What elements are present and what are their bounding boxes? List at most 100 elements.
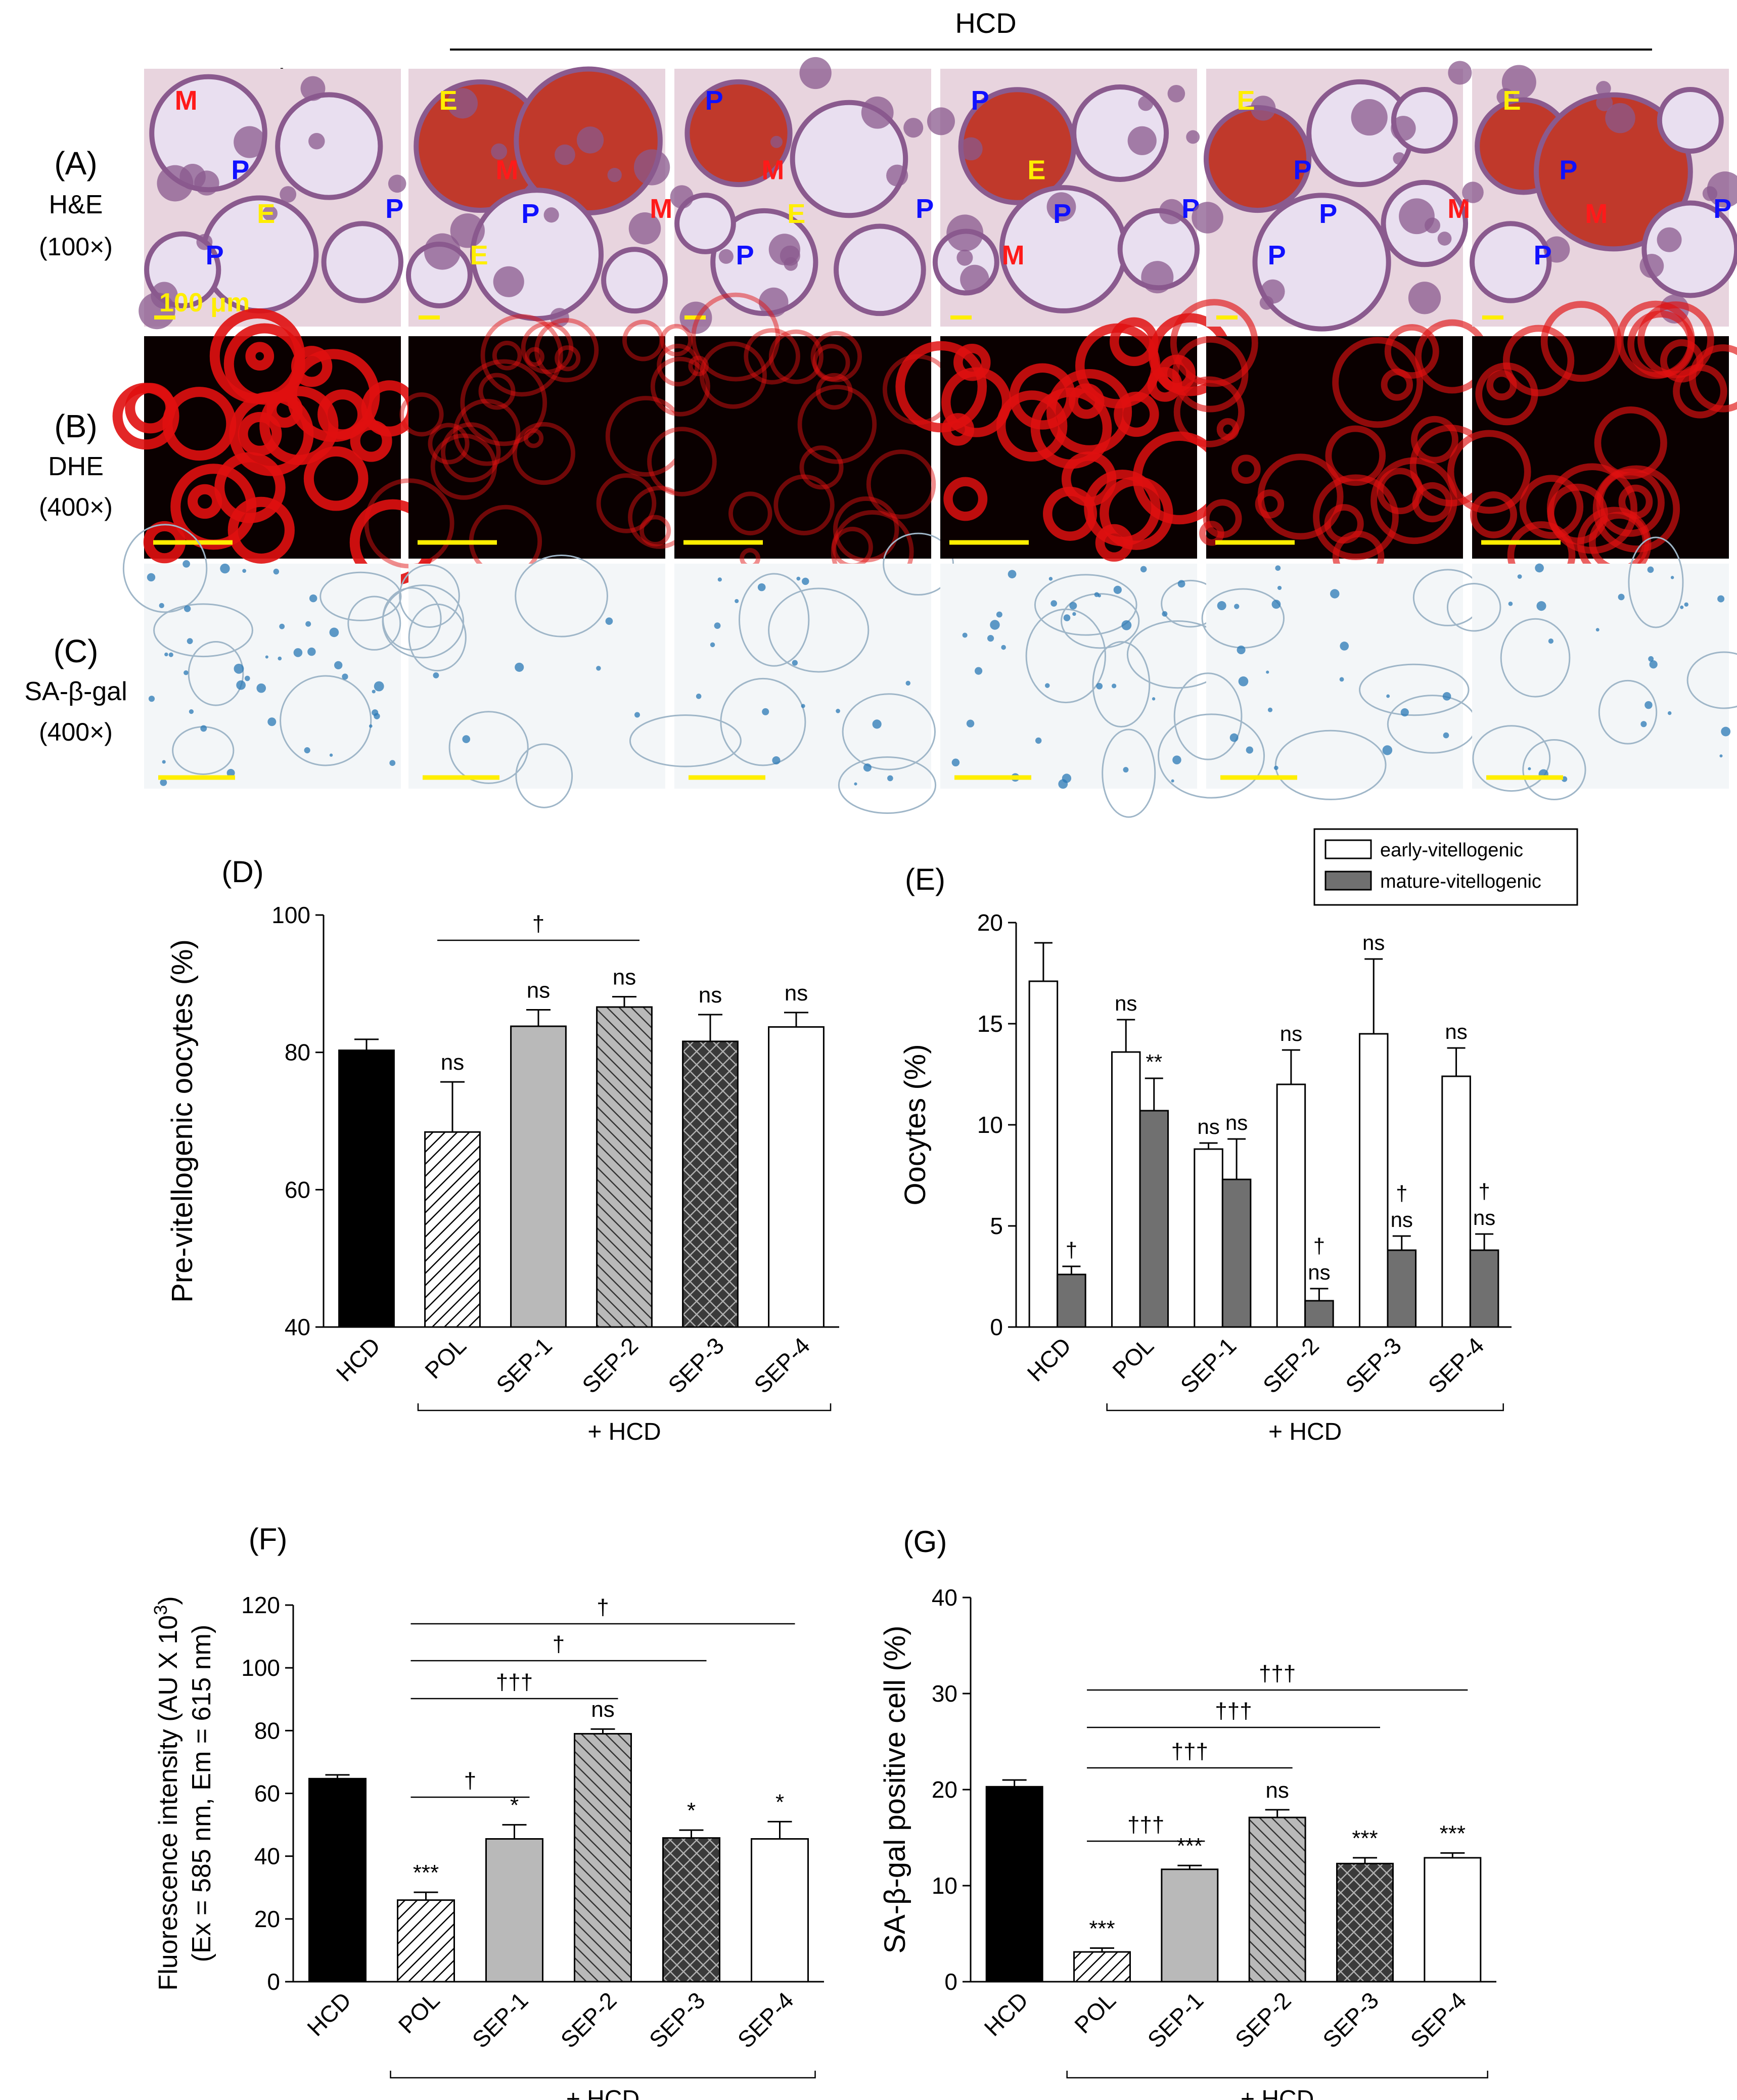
small-follicle — [308, 132, 325, 150]
sa-bgal-stain — [389, 760, 396, 766]
stage-marker: E — [257, 199, 275, 229]
y-axis-label: SA-β-gal positive cell (%) — [879, 1626, 911, 1954]
y-tick-label: 80 — [285, 1039, 310, 1066]
group-bracket-label: + HCD — [566, 2086, 639, 2100]
small-follicle — [196, 234, 213, 250]
small-follicle — [628, 212, 661, 245]
y-tick-label: 100 — [271, 902, 310, 928]
dhe-micrograph — [1447, 300, 1737, 589]
sa-bgal-stain — [1508, 601, 1513, 606]
sa-bgal-stain — [242, 569, 247, 573]
dhe-signal — [1475, 362, 1538, 426]
stage-marker: E — [439, 85, 458, 116]
small-follicle — [1046, 192, 1076, 222]
significance-label: ns — [1308, 1260, 1330, 1284]
dhe-signal — [1470, 491, 1518, 538]
significance-label: ns — [441, 1050, 464, 1075]
oocyte-outline — [1446, 582, 1501, 632]
dhe-micrograph — [1170, 299, 1492, 583]
sa-bgal-stain — [1177, 580, 1185, 588]
category-label: SEP-1 — [1142, 1987, 1209, 2053]
category-label: HCD — [979, 1987, 1033, 2041]
sa-bgal-stain — [220, 563, 230, 574]
sa-bgal-stain — [1721, 726, 1731, 737]
oocyte-outline — [515, 554, 608, 637]
group-header-label: HCD — [955, 7, 1016, 39]
sa-bgal-stain — [605, 617, 613, 625]
sa-bgal-stain — [148, 696, 155, 702]
dhe-signal — [1447, 430, 1531, 514]
stage-marker: P — [1293, 155, 1311, 186]
dhe-signal — [1332, 337, 1424, 428]
oocyte — [601, 247, 668, 314]
small-follicle — [300, 76, 326, 101]
stage-marker: P — [1053, 199, 1071, 229]
oocyte-outline — [1173, 672, 1243, 760]
y-tick-label: 20 — [254, 1906, 280, 1932]
group-bracket — [1106, 1403, 1504, 1411]
oocyte-outline — [1060, 593, 1140, 649]
small-follicle — [1448, 61, 1472, 85]
bar-mature-vitellogenic — [1304, 1300, 1334, 1328]
sa-bgal-stain — [1443, 732, 1449, 739]
dhe-signal — [833, 496, 899, 563]
category-label: HCD — [1022, 1332, 1076, 1386]
dhe-signal — [810, 331, 862, 382]
dhe-signal — [622, 319, 664, 361]
significance-label: ns — [1391, 1208, 1413, 1231]
dhe-signal — [744, 328, 800, 385]
bar-early-vitellogenic — [1441, 1075, 1471, 1328]
category-label: SEP-2 — [1258, 1332, 1324, 1398]
sa-bgal-stain — [244, 675, 250, 681]
sa-bgal-stain — [1517, 574, 1522, 579]
category-label: SEP-3 — [663, 1332, 729, 1398]
oocyte-outline — [515, 743, 573, 808]
sa-bgal-stain — [772, 756, 781, 765]
sa-bgal-stain — [515, 662, 524, 672]
small-follicle — [1639, 254, 1664, 278]
comparison-label: ††† — [1127, 1812, 1164, 1837]
category-label: SEP-2 — [556, 1987, 622, 2053]
sa-bgal-stain — [990, 620, 1000, 630]
sa-bgal-stain — [1234, 604, 1240, 609]
small-follicle — [450, 213, 485, 248]
dhe-signal — [1043, 486, 1098, 541]
oocyte — [321, 221, 403, 303]
dhe-signal — [238, 412, 282, 456]
comparison-label: † — [597, 1595, 609, 1620]
stage-marker: P — [206, 240, 224, 270]
category-label: SEP-4 — [1423, 1332, 1489, 1398]
y-tick-label: 5 — [990, 1213, 1003, 1239]
significance-label: † — [1478, 1179, 1490, 1203]
dhe-signal — [1075, 323, 1161, 408]
small-follicle — [447, 88, 478, 119]
bar-early-vitellogenic — [1194, 1148, 1223, 1328]
dhe-signal — [799, 445, 844, 490]
dhe-signal — [1255, 489, 1285, 519]
dhe-signal — [1384, 324, 1439, 379]
oocyte-outline — [1102, 728, 1156, 818]
sa-bgal-stain — [714, 622, 721, 629]
sa-bgal-stain — [1123, 767, 1129, 773]
sa-bgal-background — [674, 564, 931, 789]
sa-bgal-stain — [1648, 656, 1654, 662]
small-follicle — [424, 233, 461, 270]
significance-label: ns — [613, 965, 636, 990]
stage-marker: M — [1002, 240, 1025, 270]
stage-marker: P — [916, 194, 934, 224]
significance-label: ns — [1362, 931, 1385, 954]
sa-bgal-stain — [1217, 601, 1226, 611]
dhe-signal — [657, 344, 700, 387]
sa-bgal-micrograph — [382, 554, 665, 808]
oocyte-outline — [1034, 574, 1137, 636]
small-follicle — [550, 308, 569, 327]
panel-label: (E) — [905, 862, 945, 896]
bar-mature-vitellogenic — [1221, 1178, 1252, 1328]
oocyte-outline — [1157, 713, 1265, 799]
category-label: SEP-3 — [644, 1987, 710, 2053]
bar-early-vitellogenic — [1276, 1083, 1306, 1328]
dhe-signal — [660, 324, 693, 357]
sa-bgal-stain — [1670, 576, 1674, 579]
dhe-signal — [1173, 376, 1245, 447]
bar — [768, 1026, 825, 1328]
